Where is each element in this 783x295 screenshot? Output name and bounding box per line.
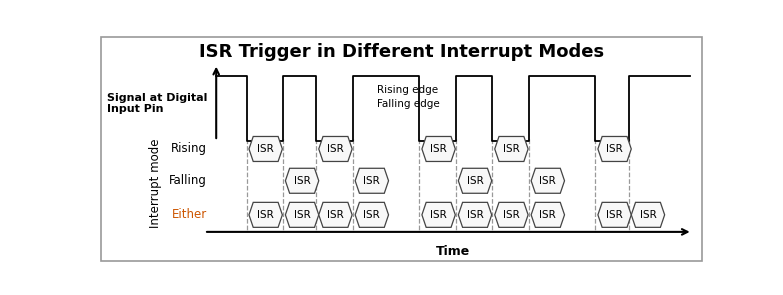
- Polygon shape: [355, 168, 388, 193]
- Text: Time: Time: [436, 245, 470, 258]
- Text: ISR: ISR: [363, 176, 381, 186]
- Text: Falling edge: Falling edge: [377, 99, 440, 109]
- Polygon shape: [495, 137, 528, 161]
- Text: ISR: ISR: [430, 144, 447, 154]
- Text: Signal at Digital
Input Pin: Signal at Digital Input Pin: [107, 93, 207, 114]
- Text: ISR: ISR: [327, 210, 344, 220]
- Text: ISR: ISR: [503, 144, 520, 154]
- Polygon shape: [355, 202, 388, 227]
- Polygon shape: [249, 202, 283, 227]
- Text: ISR: ISR: [294, 176, 310, 186]
- Text: Rising: Rising: [171, 142, 207, 155]
- Polygon shape: [531, 202, 565, 227]
- Text: Interrupt mode: Interrupt mode: [149, 138, 162, 228]
- Text: Falling: Falling: [169, 174, 207, 187]
- Polygon shape: [458, 168, 492, 193]
- Text: ISR: ISR: [294, 210, 310, 220]
- Text: ISR: ISR: [430, 210, 447, 220]
- Text: ISR: ISR: [467, 176, 483, 186]
- Polygon shape: [319, 137, 352, 161]
- Polygon shape: [598, 137, 631, 161]
- Polygon shape: [631, 202, 665, 227]
- Text: ISR: ISR: [640, 210, 656, 220]
- Polygon shape: [458, 202, 492, 227]
- Text: Rising edge: Rising edge: [377, 85, 438, 95]
- Polygon shape: [285, 168, 319, 193]
- Text: ISR: ISR: [539, 210, 556, 220]
- Text: ISR: ISR: [503, 210, 520, 220]
- Text: ISR: ISR: [258, 210, 274, 220]
- Polygon shape: [422, 202, 455, 227]
- Text: ISR: ISR: [327, 144, 344, 154]
- Text: ISR: ISR: [606, 210, 623, 220]
- Text: Either: Either: [171, 208, 207, 221]
- Text: ISR: ISR: [606, 144, 623, 154]
- Text: ISR: ISR: [363, 210, 381, 220]
- Text: ISR Trigger in Different Interrupt Modes: ISR Trigger in Different Interrupt Modes: [199, 43, 604, 61]
- Polygon shape: [598, 202, 631, 227]
- Polygon shape: [531, 168, 565, 193]
- Text: ISR: ISR: [258, 144, 274, 154]
- Polygon shape: [495, 202, 528, 227]
- Polygon shape: [319, 202, 352, 227]
- Polygon shape: [249, 137, 283, 161]
- Polygon shape: [285, 202, 319, 227]
- Polygon shape: [422, 137, 455, 161]
- Text: ISR: ISR: [467, 210, 483, 220]
- Text: ISR: ISR: [539, 176, 556, 186]
